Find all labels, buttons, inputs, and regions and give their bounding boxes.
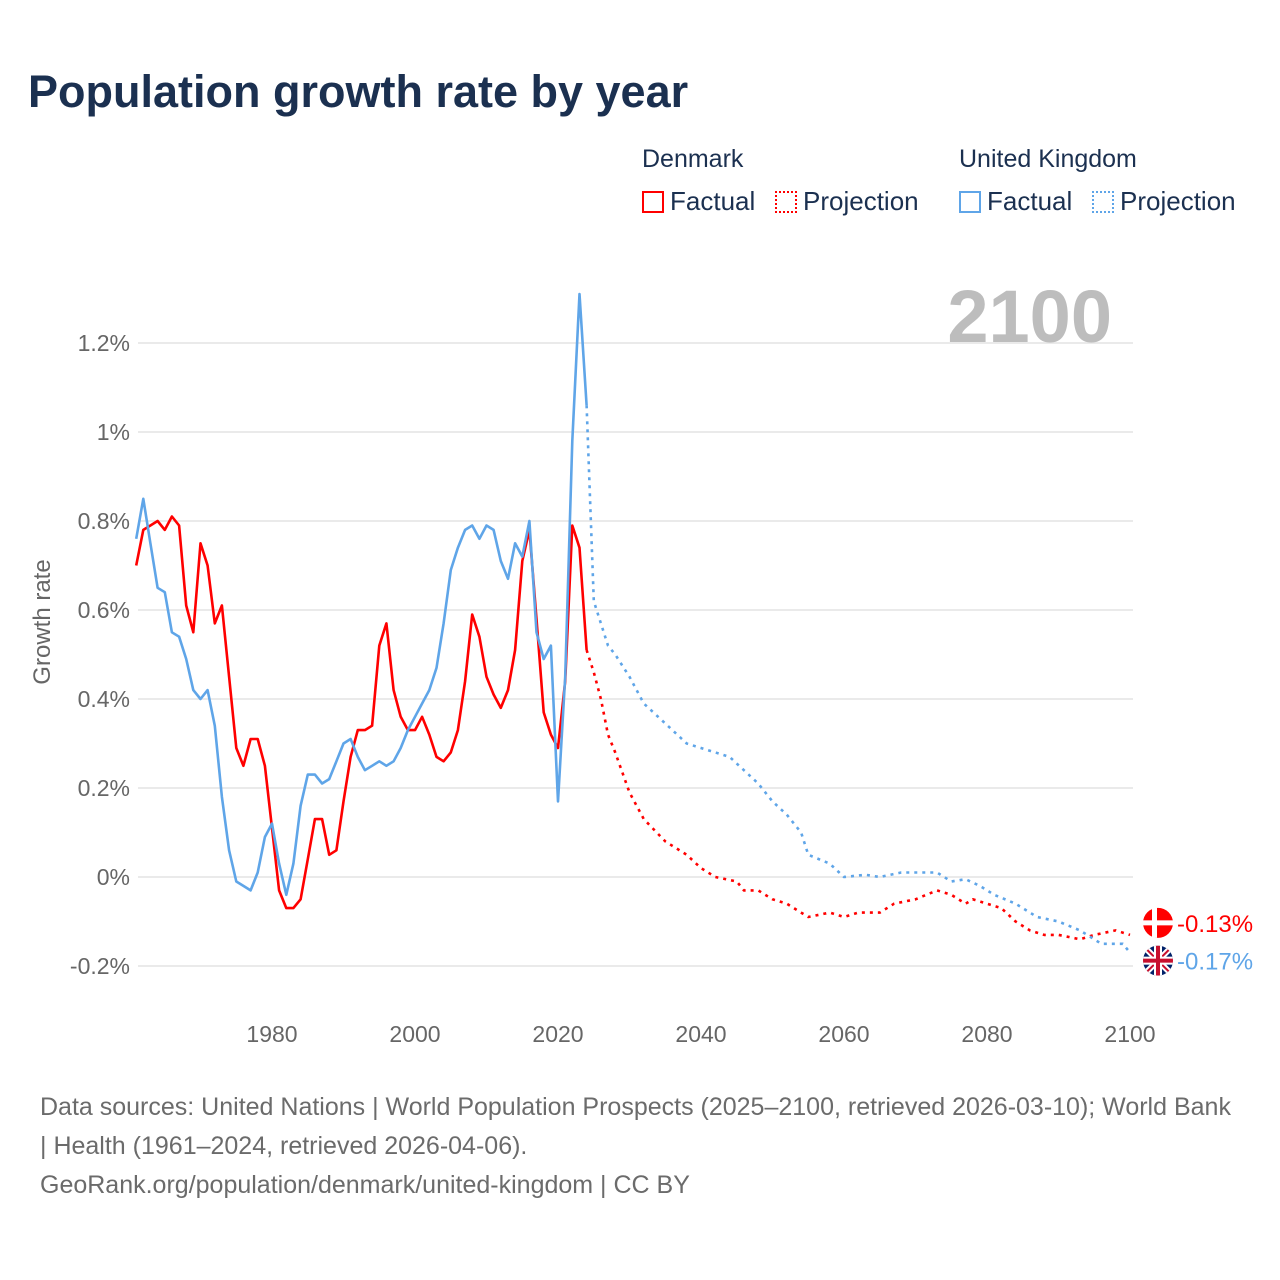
x-tick-label: 2040	[675, 1021, 726, 1047]
flag-cross-v-red	[1156, 945, 1160, 976]
x-tick-label: 2080	[961, 1021, 1012, 1047]
y-tick-label: -0.2%	[70, 953, 130, 979]
y-tick-label: 0.4%	[78, 686, 130, 712]
legend-swatch-dotted	[1092, 190, 1114, 213]
y-tick-label: 0%	[97, 864, 130, 890]
denmark-projection-line	[585, 649, 1131, 941]
denmark-factual-line	[134, 515, 588, 910]
footer: Data sources: United Nations | World Pop…	[40, 1088, 1240, 1205]
uk-projection-line	[585, 405, 1132, 954]
legend-denmark-projection[interactable]: Projection	[775, 186, 919, 217]
y-tick-label: 0.8%	[78, 508, 130, 534]
x-tick-label: 2060	[818, 1021, 869, 1047]
legend-swatch-solid	[642, 190, 664, 213]
legend-group-denmark: Denmark	[642, 145, 744, 173]
current-year-label: 2100	[947, 275, 1112, 358]
legend-uk-projection[interactable]: Projection	[1092, 186, 1236, 217]
legend-swatch-solid	[959, 190, 981, 213]
uk-flag-icon	[1143, 945, 1173, 976]
flag-body	[1143, 945, 1173, 976]
uk-end-label: -0.17%	[1177, 949, 1253, 976]
denmark-flag-icon	[1143, 907, 1173, 938]
y-tick-label: 0.2%	[78, 775, 130, 801]
y-tick-label: 0.6%	[78, 597, 130, 623]
credit-link[interactable]: GeoRank.org/population/denmark/united-ki…	[40, 1171, 690, 1199]
legend-uk-factual[interactable]: Factual	[959, 186, 1072, 217]
x-tick-label: 1980	[246, 1021, 297, 1047]
chart-title: Population growth rate by year	[28, 66, 689, 117]
legend-label: Projection	[1120, 186, 1236, 216]
x-tick-label: 2020	[532, 1021, 583, 1047]
legend-label: Factual	[987, 186, 1073, 216]
legend-denmark-factual[interactable]: Factual	[642, 186, 755, 217]
legend-swatch-dotted	[775, 190, 797, 213]
y-tick-label: 1.2%	[78, 330, 130, 356]
legend-label: Factual	[670, 186, 756, 216]
denmark-end-label: -0.13%	[1177, 911, 1253, 938]
legend-label: Projection	[803, 186, 919, 216]
uk-factual-line	[134, 292, 588, 897]
flag-cross-h	[1143, 920, 1173, 926]
x-tick-label: 2000	[389, 1021, 440, 1047]
y-tick-label: 1%	[97, 419, 130, 445]
data-sources: Data sources: United Nations | World Pop…	[40, 1093, 1231, 1160]
legend-group-uk: United Kingdom	[959, 145, 1137, 173]
y-axis-label: Growth rate	[29, 559, 56, 684]
x-tick-label: 2100	[1104, 1021, 1155, 1047]
